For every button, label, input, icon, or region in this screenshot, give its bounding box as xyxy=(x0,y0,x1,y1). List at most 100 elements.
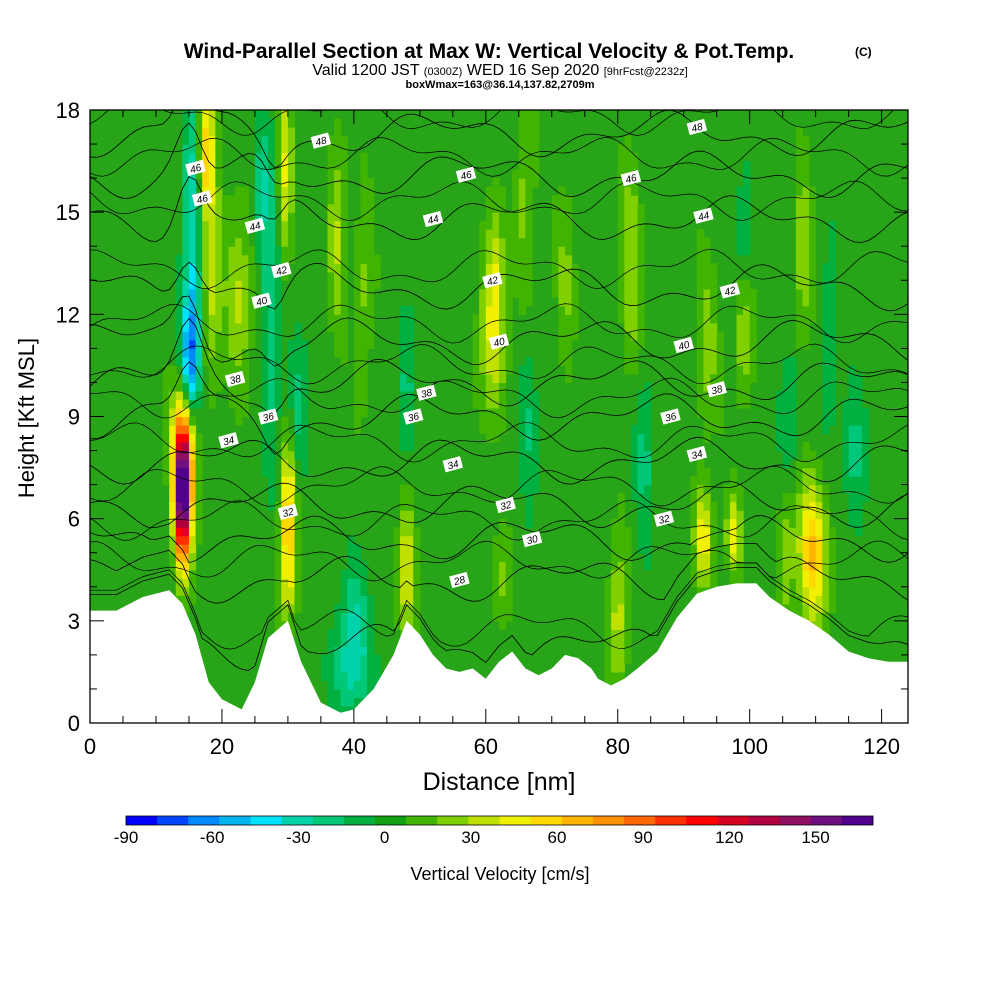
velocity-cell xyxy=(571,280,579,290)
contour-label: 32 xyxy=(653,510,675,527)
velocity-cell xyxy=(287,135,296,145)
velocity-cell xyxy=(604,663,612,673)
velocity-cell xyxy=(703,535,711,545)
velocity-cell xyxy=(789,433,797,443)
contour-label-box xyxy=(449,571,470,589)
velocity-cell xyxy=(644,416,652,426)
velocity-cell xyxy=(235,254,243,264)
velocity-cell xyxy=(472,373,480,384)
contour-label-text: 44 xyxy=(248,220,262,234)
velocity-cell xyxy=(274,178,282,188)
velocity-cell xyxy=(809,254,817,264)
velocity-cell xyxy=(855,399,863,409)
velocity-cell xyxy=(479,314,487,324)
velocity-cell xyxy=(400,612,408,622)
velocity-cell xyxy=(551,220,559,230)
velocity-cell xyxy=(518,254,526,264)
velocity-cell xyxy=(215,254,223,264)
velocity-cell xyxy=(268,271,276,281)
velocity-cell xyxy=(776,390,784,401)
velocity-cell xyxy=(802,493,810,503)
velocity-cell xyxy=(274,254,282,264)
velocity-cell xyxy=(723,518,731,528)
velocity-cell xyxy=(254,178,263,188)
velocity-cell xyxy=(287,220,296,230)
velocity-cell xyxy=(637,220,645,230)
velocity-cell xyxy=(485,399,494,409)
velocity-cell xyxy=(479,322,487,332)
velocity-cell xyxy=(327,314,335,324)
velocity-cell xyxy=(855,442,863,452)
contour-label: 34 xyxy=(218,432,239,449)
velocity-cell xyxy=(696,229,705,239)
velocity-cell xyxy=(624,203,632,213)
velocity-cell xyxy=(809,203,817,213)
velocity-cell xyxy=(221,322,230,332)
velocity-cell xyxy=(776,518,784,528)
velocity-cell xyxy=(334,229,342,239)
velocity-cell xyxy=(617,305,625,315)
velocity-cell xyxy=(400,578,408,588)
velocity-cell xyxy=(551,203,559,213)
velocity-cell xyxy=(703,544,711,554)
x-tick-label: 80 xyxy=(605,734,629,759)
velocity-cell xyxy=(479,399,487,409)
velocity-cell xyxy=(400,484,408,494)
velocity-cell xyxy=(182,237,190,247)
velocity-cell xyxy=(261,365,269,375)
velocity-cell xyxy=(795,493,804,503)
velocity-cell xyxy=(301,390,309,401)
velocity-cell xyxy=(696,569,705,579)
velocity-cell xyxy=(782,373,790,384)
velocity-cell xyxy=(624,246,632,256)
velocity-cell xyxy=(406,586,414,596)
velocity-cell xyxy=(340,620,348,630)
velocity-cell xyxy=(512,220,520,230)
velocity-cell xyxy=(188,271,197,281)
velocity-cell xyxy=(268,382,276,392)
velocity-cell xyxy=(782,578,790,588)
velocity-cell xyxy=(703,348,711,358)
velocity-cell xyxy=(630,297,639,307)
velocity-cell xyxy=(373,663,381,673)
velocity-cell xyxy=(551,229,559,239)
y-tick-label: 6 xyxy=(68,507,80,532)
velocity-cell xyxy=(235,237,243,247)
velocity-cell xyxy=(492,603,500,613)
velocity-cell xyxy=(228,220,236,230)
velocity-cell xyxy=(782,603,790,613)
velocity-cell xyxy=(202,161,210,171)
contour-label-text: 34 xyxy=(446,459,460,473)
velocity-cell xyxy=(505,552,513,562)
velocity-cell xyxy=(208,118,216,128)
velocity-cell xyxy=(294,544,302,554)
velocity-cell xyxy=(630,195,639,205)
velocity-cell xyxy=(551,271,559,281)
velocity-cell xyxy=(281,518,289,528)
velocity-cell xyxy=(479,390,487,401)
velocity-cell xyxy=(703,407,711,418)
velocity-cell xyxy=(617,654,625,664)
velocity-cell xyxy=(736,314,744,324)
velocity-cell xyxy=(261,229,269,239)
velocity-cell xyxy=(525,178,533,188)
velocity-cell xyxy=(268,348,276,358)
velocity-cell xyxy=(241,297,249,307)
velocity-cell xyxy=(637,518,645,528)
velocity-cell xyxy=(743,169,751,179)
velocity-cell xyxy=(287,382,296,392)
velocity-cell xyxy=(690,493,698,503)
velocity-cell xyxy=(564,237,573,247)
velocity-cell xyxy=(637,229,645,239)
velocity-cell xyxy=(630,425,639,435)
velocity-cell xyxy=(221,331,230,341)
velocity-cell xyxy=(268,220,276,230)
velocity-cell xyxy=(505,569,513,579)
velocity-cell xyxy=(822,527,830,537)
velocity-cell xyxy=(268,178,276,188)
velocity-cell xyxy=(842,416,850,426)
velocity-cell xyxy=(261,339,269,349)
velocity-cell xyxy=(241,373,249,384)
velocity-cell xyxy=(202,339,210,349)
